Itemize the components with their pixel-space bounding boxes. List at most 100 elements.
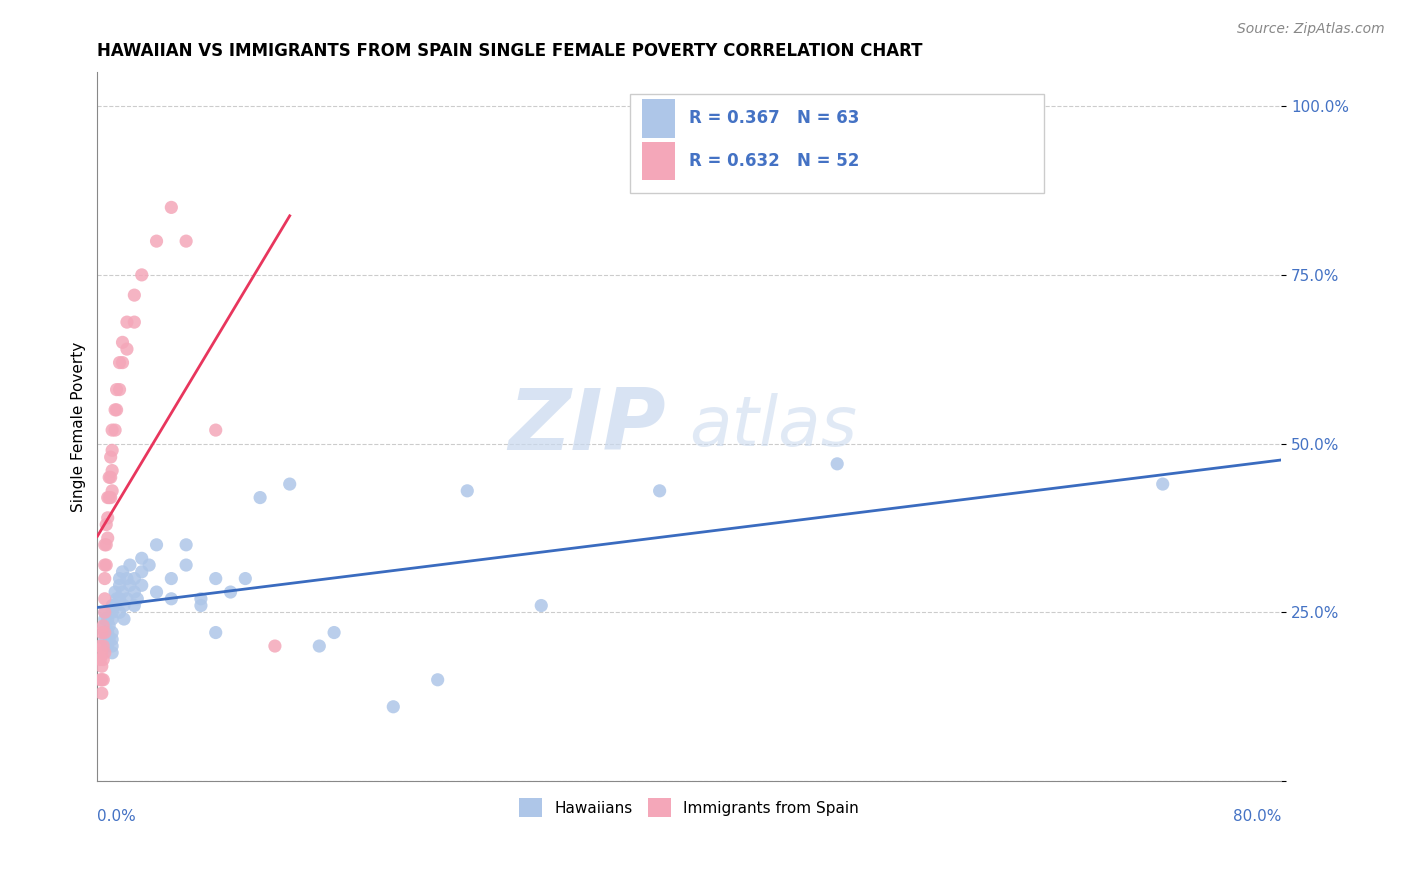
Point (91, 639, 114, 653)
Point (118, 578, 141, 592)
Point (111, 335, 134, 350)
Point (97, 612, 120, 626)
Text: 0.0%: 0.0% (97, 809, 136, 824)
Point (115, 591, 138, 606)
Point (94, 591, 117, 606)
Text: ZIP: ZIP (508, 385, 665, 468)
Point (101, 639, 124, 653)
Point (94, 646, 117, 660)
Point (104, 423, 127, 437)
Point (124, 585, 146, 599)
Point (426, 673, 449, 687)
Legend: Hawaiians, Immigrants from Spain: Hawaiians, Immigrants from Spain (513, 792, 865, 823)
Point (124, 315, 146, 329)
Point (90, 659, 112, 673)
Point (112, 612, 135, 626)
Point (96, 558, 118, 572)
Text: Source: ZipAtlas.com: Source: ZipAtlas.com (1237, 22, 1385, 37)
Point (101, 423, 124, 437)
Point (108, 572, 131, 586)
Text: R = 0.367   N = 63: R = 0.367 N = 63 (689, 110, 859, 128)
Point (94, 572, 117, 586)
Point (204, 625, 226, 640)
Point (382, 699, 405, 714)
Point (249, 491, 271, 505)
Point (174, 234, 197, 248)
Point (90, 673, 112, 687)
Point (97, 511, 120, 525)
Text: HAWAIIAN VS IMMIGRANTS FROM SPAIN SINGLE FEMALE POVERTY CORRELATION CHART: HAWAIIAN VS IMMIGRANTS FROM SPAIN SINGLE… (97, 42, 922, 60)
Text: atlas: atlas (689, 393, 858, 460)
Point (89, 673, 111, 687)
Point (131, 578, 153, 592)
Point (97, 491, 120, 505)
Point (115, 315, 138, 329)
Point (89, 652, 111, 666)
Point (94, 558, 117, 572)
Point (90, 686, 112, 700)
Point (98, 491, 121, 505)
Point (104, 599, 127, 613)
Point (91, 673, 114, 687)
Point (145, 585, 167, 599)
Point (94, 605, 117, 619)
Point (108, 605, 131, 619)
Point (111, 356, 134, 370)
Point (233, 572, 256, 586)
Point (456, 483, 478, 498)
Point (530, 599, 553, 613)
Point (145, 234, 167, 248)
Point (174, 558, 197, 572)
Point (264, 639, 287, 653)
Point (219, 585, 242, 599)
Point (94, 538, 117, 552)
Point (825, 457, 848, 471)
Point (97, 639, 120, 653)
Point (98, 632, 121, 647)
Y-axis label: Single Female Poverty: Single Female Poverty (72, 342, 86, 512)
Point (101, 632, 124, 647)
Point (94, 625, 117, 640)
Point (190, 599, 212, 613)
Point (101, 612, 124, 626)
Point (131, 565, 153, 579)
Point (105, 402, 128, 417)
Point (101, 599, 124, 613)
Point (124, 288, 146, 302)
Point (648, 483, 671, 498)
Point (124, 572, 146, 586)
Point (96, 538, 118, 552)
Point (108, 591, 131, 606)
Point (111, 565, 134, 579)
Point (94, 632, 117, 647)
Point (90, 646, 112, 660)
Point (91, 619, 114, 633)
Point (308, 639, 330, 653)
Point (204, 572, 226, 586)
Point (204, 423, 226, 437)
Point (94, 619, 117, 633)
Point (160, 201, 183, 215)
Point (91, 652, 114, 666)
Point (111, 585, 134, 599)
Point (323, 625, 346, 640)
Point (97, 531, 120, 545)
Point (160, 591, 183, 606)
Point (96, 517, 118, 532)
Point (94, 612, 117, 626)
Point (145, 538, 167, 552)
Point (160, 572, 183, 586)
Point (118, 558, 141, 572)
FancyBboxPatch shape (630, 94, 1045, 193)
Point (131, 551, 153, 566)
Point (127, 591, 149, 606)
Point (138, 558, 160, 572)
Point (94, 605, 117, 619)
Point (101, 646, 124, 660)
Point (104, 585, 127, 599)
Point (98, 619, 121, 633)
Point (101, 443, 124, 458)
Point (278, 477, 301, 491)
Point (104, 402, 127, 417)
Point (105, 591, 128, 606)
